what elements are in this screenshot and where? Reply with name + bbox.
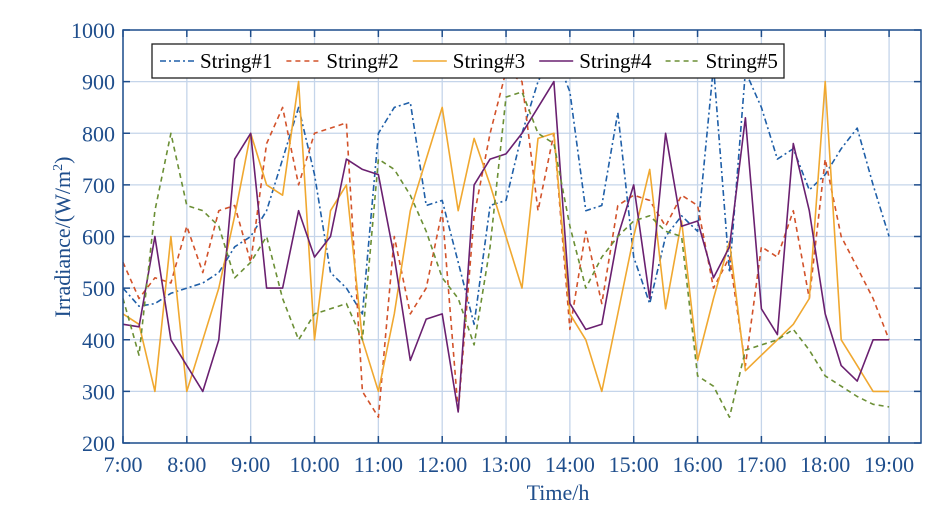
y-tick-label: 1000 [71, 18, 115, 43]
series-line-5 [122, 91, 890, 419]
x-tick-label: 8:00 [167, 452, 206, 477]
y-tick-label: 900 [82, 70, 115, 95]
grid-lines [122, 29, 921, 444]
x-tick-label: 7:00 [103, 452, 142, 477]
legend-label-2: String#2 [326, 49, 398, 73]
x-tick-label: 13:00 [481, 452, 531, 477]
y-axis-title-sup: 2 [51, 164, 66, 171]
y-tick-label: 800 [82, 121, 115, 146]
y-axis-title-main: Irradiance/(W/m [50, 171, 75, 318]
y-tick-label: 600 [82, 225, 115, 250]
x-tick-label: 10:00 [289, 452, 339, 477]
series-line-1 [122, 49, 890, 326]
x-tick-label: 12:00 [417, 452, 467, 477]
y-tick-label: 500 [82, 276, 115, 301]
x-axis-title: Time/h [527, 480, 590, 505]
legend-label-4: String#4 [579, 49, 652, 73]
x-tick-label: 19:00 [864, 452, 914, 477]
x-axis-ticks: 7:00 8:00 9:00 10:00 11:00 12:00 13:00 14:00 15:… [103, 30, 914, 477]
legend: String#1 String#2 String#3 String#4 String#5 [151, 43, 785, 79]
x-tick-label: 11:00 [354, 452, 403, 477]
series-line-4 [122, 80, 890, 413]
y-axis-ticks: 200 300 400 500 600 700 800 900 1000 [71, 18, 921, 456]
y-tick-label: 300 [82, 379, 115, 404]
x-tick-label: 16:00 [672, 452, 722, 477]
x-tick-label: 9:00 [231, 452, 270, 477]
y-axis-title-suffix: ) [50, 157, 75, 164]
y-tick-label: 400 [82, 328, 115, 353]
y-tick-label: 700 [82, 173, 115, 198]
x-tick-label: 18:00 [800, 452, 850, 477]
legend-label-3: String#3 [453, 49, 525, 73]
x-tick-label: 17:00 [736, 452, 786, 477]
y-axis-title: Irradiance/(W/m2) [50, 157, 75, 318]
legend-label-5: String#5 [706, 49, 778, 73]
y-tick-label: 200 [82, 431, 115, 456]
x-tick-label: 14:00 [545, 452, 595, 477]
legend-label-1: String#1 [200, 49, 272, 73]
x-tick-label: 15:00 [609, 452, 659, 477]
